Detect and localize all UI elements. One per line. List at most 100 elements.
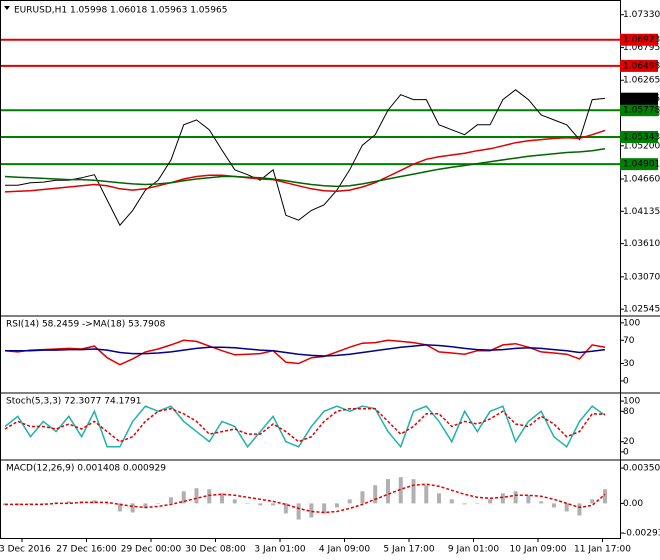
histogram-bar — [143, 503, 148, 509]
histogram-bar — [411, 479, 416, 504]
histogram-bar — [449, 499, 454, 504]
histogram-bar — [92, 500, 97, 504]
indicator-line — [4, 148, 606, 188]
histogram-bar — [322, 503, 327, 514]
y-tick-label: 70 — [623, 336, 635, 346]
indicator-line — [4, 339, 606, 366]
indicator-line — [4, 405, 606, 449]
level-label: 1.05343 — [623, 132, 660, 142]
histogram-bar — [309, 503, 314, 518]
x-tick-label: 9 Jan 01:00 — [448, 545, 500, 555]
indicator-line — [5, 89, 606, 227]
current-price-tag — [620, 92, 658, 105]
x-tick-label: 3 Jan 01:00 — [254, 545, 306, 555]
y-tick-label: 100 — [623, 318, 640, 328]
histogram-bar — [373, 485, 378, 504]
histogram-bar — [117, 503, 122, 512]
histogram-bar — [334, 503, 339, 508]
y-tick-label: -0.002938 — [623, 529, 660, 539]
y-tick-label: 0.003502 — [623, 464, 660, 474]
panel-title: Stoch(5,3,3) 72.3077 74.1791 — [6, 397, 141, 407]
histogram-bar — [66, 501, 71, 504]
histogram-bar — [603, 489, 607, 504]
y-tick-label: 1.02545 — [623, 305, 660, 315]
histogram-bar — [156, 503, 161, 504]
histogram-bar — [283, 503, 288, 514]
histogram-bar — [130, 503, 135, 513]
level-label: 1.06923 — [623, 35, 660, 45]
panel-title: MACD(12,26,9) 0.001408 0.000929 — [6, 464, 166, 474]
histogram-bar — [347, 499, 352, 504]
histogram-bar — [590, 499, 595, 504]
x-tick-label: 23 Dec 2016 — [0, 545, 51, 555]
x-tick-label: 5 Jan 17:00 — [383, 545, 435, 555]
x-tick-label: 30 Dec 08:00 — [185, 545, 246, 555]
histogram-bar — [245, 503, 250, 504]
histogram-bar — [220, 493, 225, 504]
histogram-bar — [564, 503, 569, 512]
histogram-bar — [258, 503, 263, 506]
level-tag — [620, 130, 658, 143]
histogram-bar — [385, 479, 390, 504]
level-tag — [620, 33, 658, 46]
y-tick-label: 0.00 — [623, 499, 643, 509]
x-tick-label: 29 Dec 00:00 — [121, 545, 182, 555]
y-tick-label: 30 — [623, 359, 635, 369]
histogram-bar — [577, 503, 582, 516]
menu-icon — [4, 6, 10, 10]
level-tag — [620, 104, 658, 117]
y-tick-label: 1.04660 — [623, 175, 660, 185]
level-tag — [620, 59, 658, 72]
level-label: 1.05778 — [623, 106, 660, 116]
histogram-bar — [207, 489, 212, 504]
level-label: 1.04901 — [623, 160, 660, 170]
histogram-bar — [500, 493, 505, 504]
signal-line — [4, 407, 606, 443]
histogram-bar — [271, 503, 276, 506]
histogram-bar — [526, 495, 531, 504]
y-tick-label: 20 — [623, 437, 635, 447]
histogram-bar — [41, 503, 46, 504]
histogram-bar — [232, 499, 237, 504]
histogram-bar — [424, 485, 429, 504]
x-tick-label: 4 Jan 09:00 — [319, 545, 371, 555]
histogram-bar — [181, 491, 186, 504]
y-tick-label: 1.03610 — [623, 239, 660, 249]
indicator-line — [5, 344, 606, 357]
current-price-label: 1.05965 — [623, 94, 660, 104]
histogram-bar — [462, 503, 467, 505]
histogram-bar — [194, 488, 199, 504]
histogram-bar — [296, 503, 301, 520]
histogram-bar — [105, 503, 110, 505]
x-tick-label: 10 Jan 09:00 — [510, 545, 567, 555]
panel-title: RSI(14) 58.2459 ->MA(18) 53.7908 — [6, 320, 166, 330]
y-tick-label: 80 — [623, 407, 635, 417]
y-tick-label: 1.04135 — [623, 207, 660, 217]
y-tick-label: 0 — [623, 447, 629, 457]
histogram-bar — [539, 501, 544, 504]
indicator-line — [4, 129, 606, 193]
y-tick-label: 1.06265 — [623, 76, 660, 86]
x-tick-label: 11 Jan 17:00 — [574, 545, 631, 555]
histogram-bar — [475, 503, 480, 504]
level-label: 1.06498 — [623, 61, 660, 71]
signal-line — [5, 483, 606, 514]
histogram-bar — [513, 491, 518, 504]
x-tick-label: 27 Dec 16:00 — [56, 545, 117, 555]
y-tick-label: 1.06795 — [623, 43, 660, 53]
histogram-bar — [551, 503, 556, 508]
histogram-bar — [437, 493, 442, 504]
y-tick-label: 1.05200 — [623, 141, 660, 151]
histogram-bar — [398, 477, 403, 504]
y-tick-label: 0 — [623, 376, 629, 386]
panel-title: EURUSD,H1 1.05998 1.06018 1.05963 1.0596… — [14, 6, 227, 16]
y-tick-label: 1.07330 — [623, 10, 660, 20]
frame — [0, 0, 621, 539]
y-tick-label: 100 — [623, 397, 640, 407]
histogram-bar — [488, 499, 493, 504]
histogram-bar — [360, 491, 365, 504]
level-tag — [620, 158, 658, 171]
histogram-bar — [168, 497, 173, 504]
y-tick-label: 1.03070 — [623, 272, 660, 282]
